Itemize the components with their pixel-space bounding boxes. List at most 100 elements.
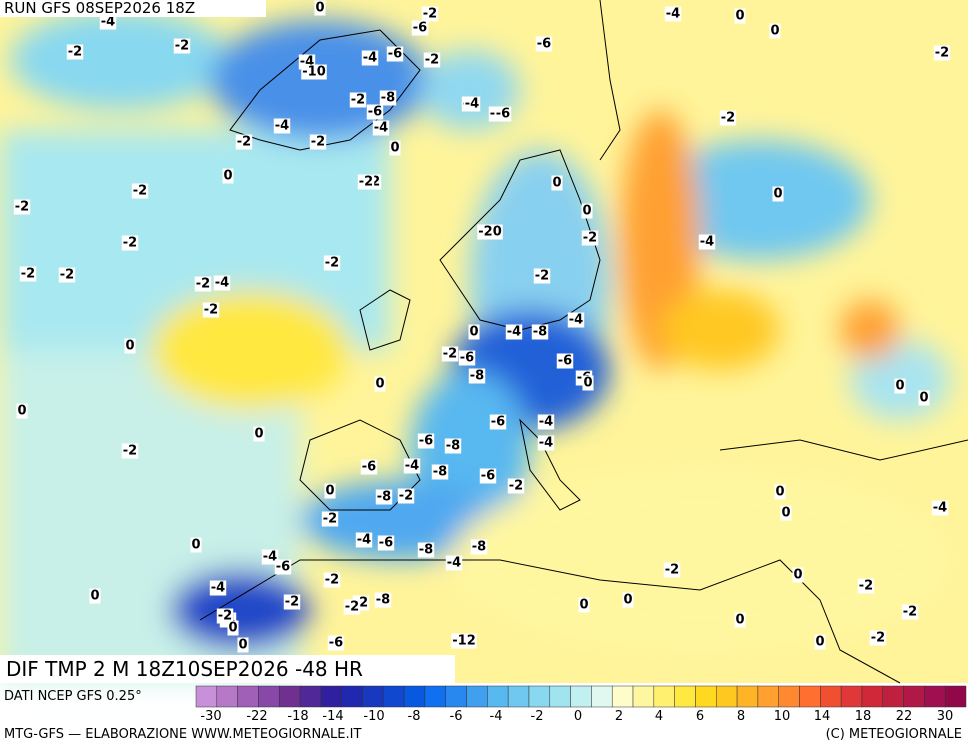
map-label: -2 — [21, 267, 35, 282]
map-label-box — [16, 403, 28, 419]
map-label: -4 — [539, 415, 553, 430]
map-label: 0 — [125, 339, 134, 354]
map-label: 0 — [583, 376, 592, 391]
map-label-box — [327, 635, 345, 651]
map-label-box — [451, 633, 477, 649]
map-label: -12 — [452, 634, 476, 649]
map-label: -4 — [211, 581, 225, 596]
map-label-box — [869, 630, 887, 646]
map-label-box — [389, 140, 401, 156]
map-label: 0 — [815, 635, 824, 650]
footer-left: MTG-GFS — ELABORAZIONE WWW.METEOGIORNALE… — [4, 727, 361, 742]
colorbar-tick-label: -30 — [200, 709, 221, 724]
map-label: 0 — [17, 404, 26, 419]
field-box — [0, 655, 455, 683]
map-label-box — [124, 338, 136, 354]
colorbar-swatch — [840, 685, 863, 708]
map-label-box — [283, 594, 301, 610]
map-label: 0 — [90, 589, 99, 604]
map-label: -10 — [302, 65, 326, 80]
map-label: -4 — [539, 436, 553, 451]
colorbar-tick-label: 30 — [937, 709, 954, 724]
map-label-box — [301, 64, 327, 80]
map-label-box — [531, 324, 549, 340]
map-label: -2 — [60, 268, 74, 283]
map-label: -4 — [507, 325, 521, 340]
colorbar-swatch — [424, 685, 446, 708]
map-label: -2 — [359, 175, 373, 190]
map-label: -2 — [509, 479, 523, 494]
colorbar-swatch — [466, 685, 488, 708]
map-label-box — [901, 604, 919, 620]
map-label: -4 — [374, 121, 388, 136]
map-label: -6 — [491, 415, 505, 430]
map-label: 0 — [579, 598, 588, 613]
map-label: -2 — [325, 573, 339, 588]
map-label-box — [374, 376, 386, 392]
map-label-box — [537, 435, 555, 451]
map-label-box — [441, 346, 459, 362]
map-label: 0 — [469, 325, 478, 340]
colorbar-swatch — [736, 685, 759, 708]
map-labels: -40-2-2-4-2-6-4-6-10-4-2-20-2-8-6-4-4-20… — [13, 0, 951, 653]
map-label: -4 — [405, 459, 419, 474]
map-label-box — [202, 302, 220, 318]
map-label-box — [309, 134, 327, 150]
map-label: -8 — [381, 91, 395, 106]
map-label: -6 — [362, 460, 376, 475]
map-label: -2 — [859, 579, 873, 594]
colorbar-swatch — [237, 685, 259, 708]
map-label-box — [421, 6, 439, 22]
map-label-box — [89, 588, 101, 604]
colorbar-tick-label: -8 — [408, 709, 421, 724]
map-label: -2 — [423, 7, 437, 22]
map-label: -6 — [368, 105, 382, 120]
map-label: -4 — [447, 556, 461, 571]
map-label: -2 — [285, 595, 299, 610]
map-label: -8 — [472, 540, 486, 555]
map-label-box — [551, 175, 563, 191]
map-label-box — [314, 0, 326, 16]
map-label: -20 — [478, 225, 502, 240]
colorbar: -30 -22 -18 -14 -10 -8 -6 -4 -2 0 2 4 6 8 10 14 18 22 30 — [195, 685, 967, 724]
map-label: -6 — [496, 107, 510, 122]
map-label-box — [213, 275, 231, 291]
map-label-box — [361, 50, 379, 66]
map-label-box — [343, 599, 361, 615]
map-label-box — [58, 267, 76, 283]
map-label: -6 — [460, 351, 474, 366]
map-label: 0 — [623, 593, 632, 608]
map-label: -6 — [419, 434, 433, 449]
map-label-box — [489, 414, 507, 430]
map-label-box — [261, 549, 279, 565]
map-label-box — [772, 186, 784, 202]
map-label-box — [19, 266, 37, 282]
colorbar-swatch — [299, 685, 322, 708]
map-label-box — [66, 44, 84, 60]
colorbar-swatch — [362, 685, 384, 708]
colorbar-swatch — [924, 685, 946, 708]
map-label: -6 — [413, 21, 427, 36]
map-label-box — [372, 120, 390, 136]
map-label: 0 — [895, 379, 904, 394]
colorbar-swatch — [695, 685, 717, 708]
map-label-box — [194, 276, 212, 292]
map-label-box — [444, 438, 462, 454]
colorbar-swatch — [611, 685, 634, 708]
colorbar-swatch — [195, 685, 218, 708]
map-label: -4 — [263, 550, 277, 565]
map-label-box — [477, 224, 503, 240]
map-label-box — [99, 14, 117, 30]
map-label-box — [323, 255, 341, 271]
map-label: -2 — [204, 303, 218, 318]
map-label: -2 — [871, 631, 885, 646]
map-label-box — [411, 20, 429, 36]
map-label: -4 — [101, 15, 115, 30]
map-label-box — [734, 8, 746, 24]
map-label-box — [535, 36, 553, 52]
map-label-box — [933, 45, 951, 61]
map-label-box — [507, 478, 525, 494]
map-label-box — [567, 312, 585, 328]
map-label-box — [505, 324, 523, 340]
colorbar-swatch — [820, 685, 842, 708]
